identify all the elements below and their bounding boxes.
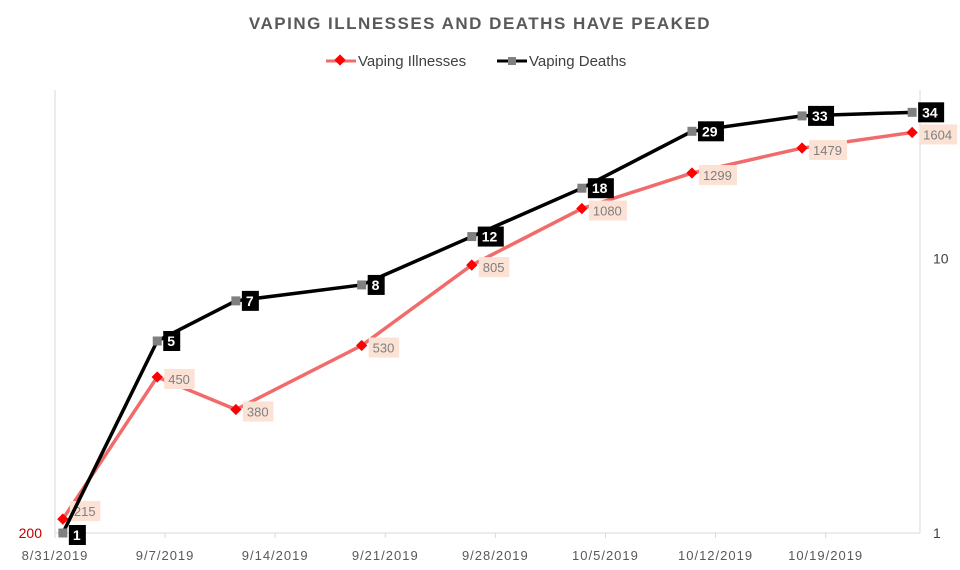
data-label-bg bbox=[587, 178, 614, 199]
legend-deaths-label: Vaping Deaths bbox=[529, 53, 626, 70]
series-illnesses: 215 450 380 530 805 1080 1299 1479 1604 bbox=[57, 124, 958, 525]
data-label-bg bbox=[163, 331, 181, 352]
data-label: 1 bbox=[73, 527, 81, 543]
data-label: 450 bbox=[168, 372, 190, 387]
data-point[interactable] bbox=[357, 280, 367, 290]
chart-title: VAPING ILLNESSES AND DEATHS HAVE PEAKED bbox=[249, 14, 711, 33]
x-tick-label: 10/12/2019 bbox=[678, 548, 753, 563]
data-label-bg bbox=[588, 200, 627, 221]
data-point[interactable] bbox=[687, 126, 697, 136]
data-label-bg bbox=[919, 124, 958, 145]
legend-item-illnesses[interactable]: Vaping Illnesses bbox=[326, 53, 466, 70]
data-label: 1479 bbox=[813, 143, 842, 158]
data-label: 1604 bbox=[923, 127, 952, 142]
data-point[interactable] bbox=[907, 107, 917, 117]
data-label: 33 bbox=[812, 108, 828, 124]
left-tick-label: 200 bbox=[19, 525, 43, 541]
data-label-bg bbox=[241, 290, 259, 311]
right-tick-label: 1 bbox=[933, 525, 941, 541]
data-point[interactable] bbox=[152, 336, 162, 346]
data-label-bg bbox=[697, 121, 724, 142]
data-label: 12 bbox=[482, 229, 498, 245]
data-label-bg bbox=[808, 105, 835, 126]
data-point[interactable] bbox=[796, 142, 808, 154]
data-label: 7 bbox=[246, 293, 254, 309]
series: 2154503805308051080129914791604157812182… bbox=[57, 102, 958, 545]
data-label-bg bbox=[242, 401, 274, 422]
right-axis-ticks: 1 10 bbox=[933, 250, 949, 541]
data-point[interactable] bbox=[58, 528, 68, 538]
data-label-bg bbox=[368, 337, 400, 358]
data-label: 8 bbox=[372, 277, 380, 293]
data-point[interactable] bbox=[797, 111, 807, 121]
data-point[interactable] bbox=[230, 403, 242, 416]
data-label: 1299 bbox=[703, 168, 732, 183]
data-label: 29 bbox=[702, 123, 718, 139]
data-point[interactable] bbox=[577, 183, 587, 193]
legend-illnesses-label: Vaping Illnesses bbox=[358, 53, 466, 70]
data-label-bg bbox=[164, 368, 195, 389]
x-tick-label: 9/28/2019 bbox=[462, 548, 529, 563]
legend-deaths-marker bbox=[508, 57, 516, 65]
data-label-bg bbox=[809, 140, 848, 161]
data-label: 380 bbox=[247, 405, 269, 420]
x-tick-label: 9/7/2019 bbox=[136, 548, 195, 563]
x-tick-label: 10/19/2019 bbox=[788, 548, 863, 563]
right-tick-label: 10 bbox=[933, 250, 949, 266]
data-point[interactable] bbox=[356, 339, 368, 352]
data-point[interactable] bbox=[466, 259, 478, 271]
data-point[interactable] bbox=[231, 296, 241, 306]
data-point[interactable] bbox=[576, 202, 588, 215]
data-point[interactable] bbox=[57, 513, 69, 525]
data-point[interactable] bbox=[151, 371, 163, 383]
x-axis-ticks: 8/31/2019 9/7/2019 9/14/2019 9/21/2019 9/28/… bbox=[22, 533, 863, 563]
data-label-bg bbox=[698, 165, 737, 186]
data-label-bg bbox=[68, 525, 86, 545]
legend-illnesses-marker bbox=[334, 54, 346, 66]
data-label: 18 bbox=[592, 180, 608, 196]
data-label-bg bbox=[918, 102, 945, 123]
x-tick-label: 8/31/2019 bbox=[22, 548, 89, 563]
data-label: 5 bbox=[167, 333, 175, 349]
legend-item-deaths[interactable]: Vaping Deaths bbox=[497, 53, 626, 70]
legend: Vaping Illnesses Vaping Deaths bbox=[326, 53, 626, 70]
data-label-bg bbox=[477, 226, 504, 247]
data-point[interactable] bbox=[686, 167, 698, 179]
data-label: 1080 bbox=[593, 204, 622, 219]
series-deaths: 1 5 7 8 12 18 29 33 34 bbox=[58, 102, 945, 545]
data-point[interactable] bbox=[906, 126, 918, 139]
data-label: 215 bbox=[74, 504, 96, 519]
x-tick-label: 9/14/2019 bbox=[242, 548, 309, 563]
data-point[interactable] bbox=[467, 232, 477, 242]
data-label: 34 bbox=[922, 104, 938, 120]
data-label-bg bbox=[367, 274, 385, 295]
data-label-bg bbox=[478, 257, 510, 278]
series-line bbox=[61, 110, 913, 534]
data-label: 805 bbox=[483, 260, 505, 275]
data-label: 530 bbox=[373, 341, 395, 356]
x-tick-label: 10/5/2019 bbox=[572, 548, 639, 563]
x-tick-label: 9/21/2019 bbox=[352, 548, 419, 563]
